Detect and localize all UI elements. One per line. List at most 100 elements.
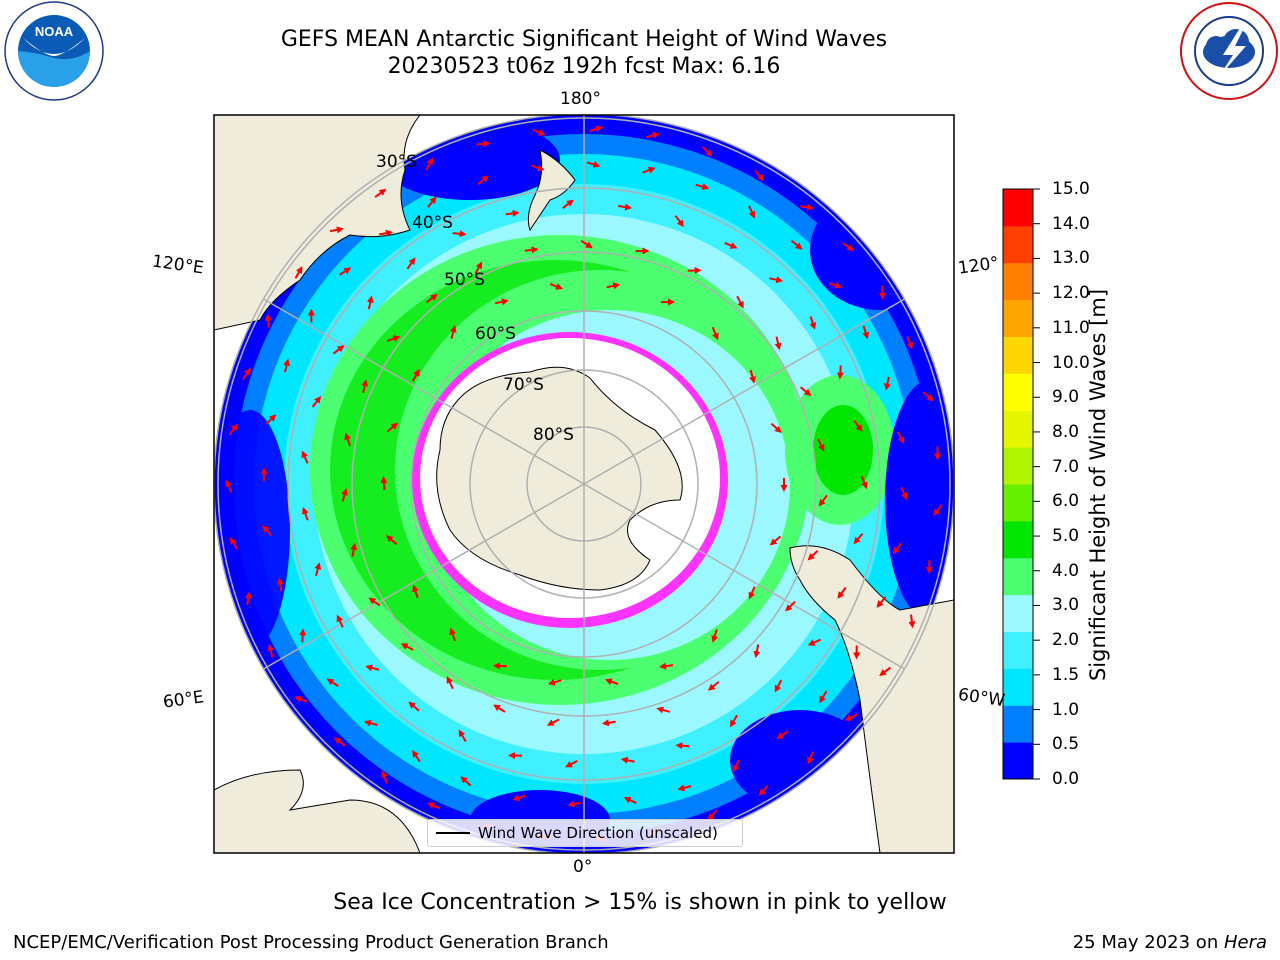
wind-arrow: [332, 345, 345, 355]
wind-arrow: [265, 414, 277, 425]
lat-label-40s: 40°S: [412, 213, 453, 233]
wind-arrow: [400, 643, 414, 651]
title-line-2: 20230523 t06z 192h fcst Max: 6.16: [387, 54, 781, 79]
wind-arrow: [879, 666, 892, 676]
wind-arrow: [606, 282, 621, 290]
wind-arrow: [341, 488, 348, 502]
wind-arrow: [818, 494, 828, 507]
wind-arrow: [883, 376, 891, 391]
colorbar-tick-label: 0.5: [1052, 734, 1080, 755]
wind-arrow: [565, 760, 578, 768]
wind-arrow: [267, 643, 275, 658]
wind-arrow: [695, 183, 710, 191]
wind-arrow: [807, 550, 819, 561]
wind-arrow: [900, 486, 908, 501]
colorbar-tick-label: 5.0: [1052, 526, 1080, 547]
wind-arrow: [842, 242, 855, 252]
wind-arrow: [774, 679, 783, 693]
wind-arrow: [860, 475, 868, 490]
wind-arrow: [452, 230, 467, 238]
wind-arrow: [333, 737, 346, 747]
map-legend: Wind Wave Direction (unscaled): [427, 819, 743, 847]
wind-arrow: [350, 542, 358, 557]
footer-branch: NCEP/EMC/Verification Post Processing Pr…: [13, 932, 609, 953]
wind-arrow: [896, 431, 905, 445]
colorbar-tick-label: 1.0: [1052, 699, 1080, 720]
footer-machine: Hera: [1223, 932, 1267, 953]
map-title: GEFS MEAN Antarctic Significant Height o…: [0, 26, 1168, 80]
wind-arrow: [790, 240, 803, 250]
wind-arrow: [908, 614, 916, 629]
wind-arrow: [876, 596, 887, 608]
wind-arrow: [807, 751, 815, 765]
wind-arrow: [301, 450, 309, 464]
wind-arrow: [729, 714, 738, 728]
wind-arrow: [732, 759, 740, 773]
wind-arrow: [524, 246, 539, 254]
colorbar-tick-label: 7.0: [1052, 456, 1080, 477]
colorbar-tick-label: 2.0: [1052, 630, 1080, 651]
wind-arrow: [711, 629, 719, 643]
legend-line-sample: [436, 832, 470, 834]
wind-arrow: [586, 161, 601, 168]
wind-arrow: [228, 423, 239, 436]
colorbar: [1003, 188, 1040, 780]
wind-arrow: [458, 729, 467, 743]
wind-arrow: [836, 365, 844, 380]
wind-arrow: [276, 577, 284, 592]
legend-text: Wind Wave Direction (unscaled): [478, 824, 718, 842]
lat-label-80s: 80°S: [533, 425, 574, 445]
wind-arrow: [933, 504, 943, 516]
wind-arrow: [748, 586, 756, 600]
colorbar-segment: [1003, 336, 1033, 374]
colorbar-segment: [1003, 705, 1033, 743]
wind-arrow: [302, 507, 309, 521]
wind-arrow: [754, 169, 765, 182]
wind-arrow: [659, 662, 674, 670]
wind-arrow: [656, 706, 671, 714]
wind-arrow: [460, 776, 472, 787]
nws-logo: [1180, 2, 1278, 100]
colorbar-segment: [1003, 668, 1033, 706]
wind-arrow: [474, 261, 483, 275]
wind-arrow: [425, 293, 438, 304]
wind-arrow: [753, 644, 761, 659]
wind-arrow: [799, 386, 812, 396]
wind-arrow: [532, 128, 546, 136]
colorbar-tick-label: 0.0: [1052, 769, 1080, 789]
colorbar-tick-label: 13.0: [1052, 248, 1090, 269]
africa: [214, 769, 421, 853]
wind-arrow: [365, 664, 380, 672]
wind-arrow: [785, 600, 796, 612]
colorbar-segment: [1003, 594, 1033, 632]
wind-arrow: [531, 164, 545, 172]
wind-arrow: [425, 157, 434, 171]
wind-arrow: [294, 266, 303, 279]
wind-arrow: [819, 690, 828, 704]
wind-arrow: [512, 794, 526, 802]
wind-arrow: [770, 422, 782, 434]
wind-arrow: [492, 662, 507, 670]
lon-label-180: 180°: [560, 89, 601, 109]
wind-arrow: [326, 678, 339, 688]
lon-label-0: 0°: [573, 857, 593, 877]
wind-arrow: [262, 525, 273, 537]
graticule: [217, 115, 951, 853]
wind-arrow: [828, 282, 843, 289]
wind-arrow: [229, 537, 239, 550]
wind-arrow: [580, 239, 593, 249]
wind-arrow: [758, 784, 769, 796]
wind-arrow: [674, 215, 684, 228]
sea-ice-note: Sea Ice Concentration > 15% is shown in …: [333, 890, 947, 915]
wind-arrow: [549, 282, 563, 290]
colorbar-segment: [1003, 484, 1033, 522]
footer-date-text: 25 May 2023 on: [1072, 932, 1224, 953]
wind-arrow: [412, 584, 419, 599]
colorbar-segment: [1003, 447, 1033, 485]
wind-arrow: [862, 325, 870, 340]
wind-arrow: [922, 391, 935, 402]
wind-arrow: [567, 800, 582, 808]
wind-arrow: [892, 542, 902, 555]
wind-arrow: [853, 420, 863, 432]
wind-arrow: [381, 770, 388, 784]
